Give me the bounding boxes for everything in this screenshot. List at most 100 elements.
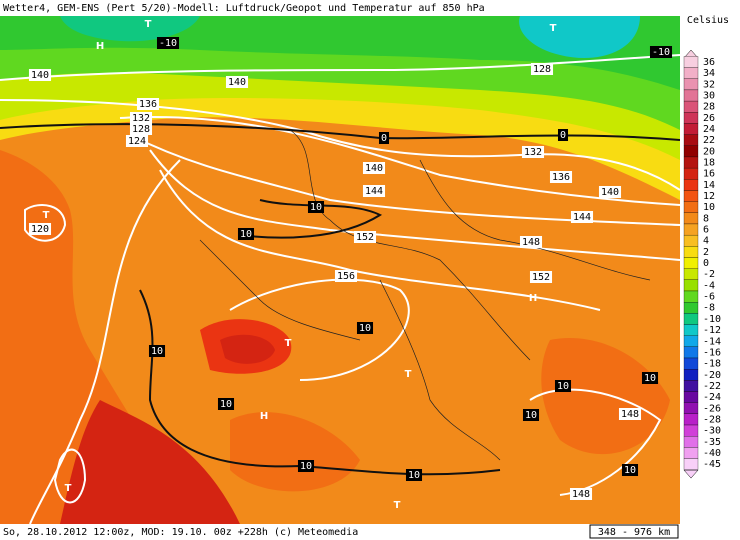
height-label: 128 [132, 124, 150, 135]
footer-bar [0, 524, 740, 540]
legend-label: -20 [703, 370, 721, 381]
legend-swatch [683, 257, 699, 269]
legend-swatch [683, 190, 699, 202]
legend-label: -6 [703, 292, 715, 303]
height-label-box [618, 408, 642, 420]
isotherm-label-box [237, 228, 255, 240]
legend-label: 0 [703, 258, 709, 269]
legend-swatch [683, 156, 699, 169]
legend-swatch [683, 313, 699, 325]
legend-swatch [683, 223, 699, 236]
height-label-box [362, 185, 386, 197]
isotherm-label-box [297, 460, 315, 472]
isotherm-label-box [378, 132, 390, 144]
legend-swatch [683, 302, 699, 314]
legend-swatch [683, 201, 699, 213]
isotherm-label: 10 [300, 461, 312, 472]
legend-title: Celsius [687, 15, 729, 26]
isotherm-label: 10 [359, 323, 371, 334]
legend-label: 8 [703, 213, 709, 224]
legend-swatch [683, 179, 699, 191]
pressure-center: H [96, 41, 104, 52]
legend-label: -28 [703, 414, 721, 425]
legend-swatch [683, 402, 699, 415]
legend-label: 34 [703, 68, 715, 79]
legend-label: 20 [703, 146, 715, 157]
pressure-center: T [405, 369, 412, 380]
height-label: 128 [533, 64, 551, 75]
isotherm-label: -10 [159, 38, 177, 49]
legend-swatch [683, 89, 699, 102]
height-label-box [353, 231, 377, 243]
height-label-box [129, 123, 153, 135]
height-label: 120 [31, 224, 49, 235]
legend-label: -12 [703, 325, 721, 336]
isotherm-label: 10 [557, 381, 569, 392]
legend: 363432302826242220181614121086420-2-4-6-… [683, 49, 721, 479]
height-label-box [529, 271, 553, 283]
isotherm-label: -10 [652, 47, 670, 58]
legend-label: 6 [703, 225, 709, 236]
legend-label: 24 [703, 124, 715, 135]
height-label: 152 [356, 232, 374, 243]
legend-swatch [683, 246, 699, 258]
legend-label: -35 [703, 437, 721, 448]
isotherm-label-box [557, 129, 569, 141]
legend-swatch [683, 268, 699, 280]
legend-swatch [683, 391, 699, 403]
pressure-center: T [550, 23, 557, 34]
isotherm-label-box [649, 46, 673, 58]
pressure-center: H [260, 411, 268, 422]
pressure-center: T [285, 338, 292, 349]
isotherm-label: 10 [240, 229, 252, 240]
pressure-center: T [43, 210, 50, 221]
height-label: 136 [552, 172, 570, 183]
isotherm-label: 10 [151, 346, 163, 357]
isotherm-label-box [621, 464, 639, 476]
borders [199, 129, 651, 461]
height-label: 148 [522, 237, 540, 248]
isotherm-label-box [148, 345, 166, 357]
height-label: 152 [532, 272, 550, 283]
legend-swatch [683, 380, 699, 392]
isotherm-label: 10 [624, 465, 636, 476]
legend-label: -4 [703, 280, 715, 291]
legend-label: 36 [703, 57, 715, 68]
legend-label: 4 [703, 236, 709, 247]
isotherm-label-box [641, 372, 659, 384]
legend-swatch [683, 357, 699, 370]
legend-swatch [683, 290, 699, 303]
height-label: 156 [337, 271, 355, 282]
height-label: 144 [365, 186, 383, 197]
legend-label: 28 [703, 102, 715, 113]
height-label-box [521, 146, 545, 158]
legend-swatch [683, 436, 699, 448]
height-label: 148 [621, 409, 639, 420]
isotherm-label-box [356, 322, 374, 334]
legend-label: -2 [703, 269, 715, 280]
legend-swatch [683, 145, 699, 158]
isotherm-label: 0 [381, 133, 387, 144]
legend-label: -45 [703, 459, 721, 470]
legend-label: -14 [703, 336, 721, 347]
isotherm-label-box [156, 37, 180, 49]
isotherm-label: 10 [310, 202, 322, 213]
scale-box [589, 524, 679, 539]
legend-label: 2 [703, 247, 709, 258]
height-label-box [569, 488, 593, 500]
pressure-center: T [65, 483, 72, 494]
legend-label: 12 [703, 191, 715, 202]
isotherm-label: 10 [220, 399, 232, 410]
legend-swatch [683, 123, 699, 135]
isotherm-label-box [405, 469, 423, 481]
legend-label: 18 [703, 158, 715, 169]
legend-label: 22 [703, 135, 715, 146]
height-label-box [136, 98, 160, 110]
height-label-box [549, 171, 573, 183]
legend-swatch [683, 324, 699, 336]
legend-swatch [683, 458, 699, 470]
legend-swatch [683, 279, 699, 292]
height-label-box [362, 162, 386, 174]
height-label-box [519, 236, 543, 248]
